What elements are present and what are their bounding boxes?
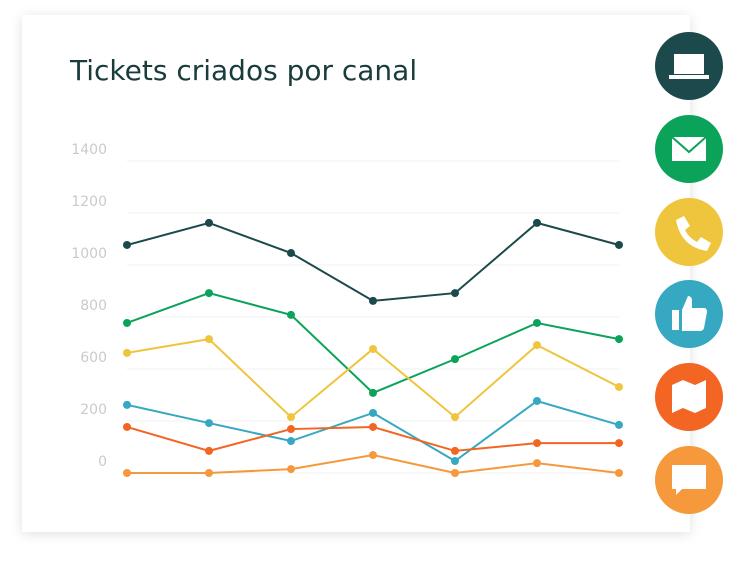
y-tick-label: 200 [80, 402, 107, 418]
icon-glyph [672, 380, 706, 413]
point [369, 344, 377, 353]
point [205, 289, 213, 298]
icon-glyph [671, 136, 707, 154]
point [615, 382, 623, 391]
point [533, 218, 541, 227]
point [287, 465, 295, 474]
point [451, 355, 459, 364]
point [205, 446, 213, 455]
point [369, 296, 377, 305]
y-tick-label: 1000 [71, 246, 107, 262]
point [287, 249, 295, 258]
plot: 1400 1200 1000 800 600 200 0 [71, 142, 623, 477]
point [615, 469, 623, 477]
point [451, 469, 459, 477]
icon-glyph [672, 465, 706, 495]
point [205, 419, 213, 428]
point [369, 408, 377, 417]
point [533, 439, 541, 448]
point [533, 341, 541, 350]
point [615, 420, 623, 429]
point [123, 240, 131, 249]
point [533, 396, 541, 405]
icon-glyph [674, 54, 704, 74]
point [615, 335, 623, 344]
point [123, 422, 131, 431]
y-tick-label: 0 [98, 454, 107, 470]
icon-glyph [669, 75, 709, 79]
point [369, 422, 377, 431]
chart-title: Tickets criados por canal [69, 54, 417, 87]
point [205, 335, 213, 344]
card [22, 15, 690, 532]
point [205, 218, 213, 227]
point [451, 289, 459, 298]
point [533, 459, 541, 468]
point [123, 348, 131, 357]
point [369, 388, 377, 397]
y-tick-label: 600 [80, 350, 107, 366]
point [451, 446, 459, 455]
y-tick-label: 1400 [71, 142, 107, 158]
point [369, 451, 377, 460]
point [123, 400, 131, 409]
point [123, 318, 131, 327]
y-tick-label: 1200 [71, 194, 107, 210]
point [615, 439, 623, 448]
point [451, 413, 459, 422]
icon-glyph [676, 216, 711, 251]
point [287, 310, 295, 319]
icon-glyph [672, 296, 707, 331]
point [615, 240, 623, 249]
point [451, 457, 459, 466]
point [123, 469, 131, 477]
point [287, 413, 295, 422]
channel-icons [655, 32, 723, 514]
icon-phone [655, 198, 723, 266]
point [287, 425, 295, 434]
y-tick-label: 800 [80, 298, 107, 314]
point [287, 437, 295, 446]
point [205, 469, 213, 477]
point [533, 318, 541, 327]
